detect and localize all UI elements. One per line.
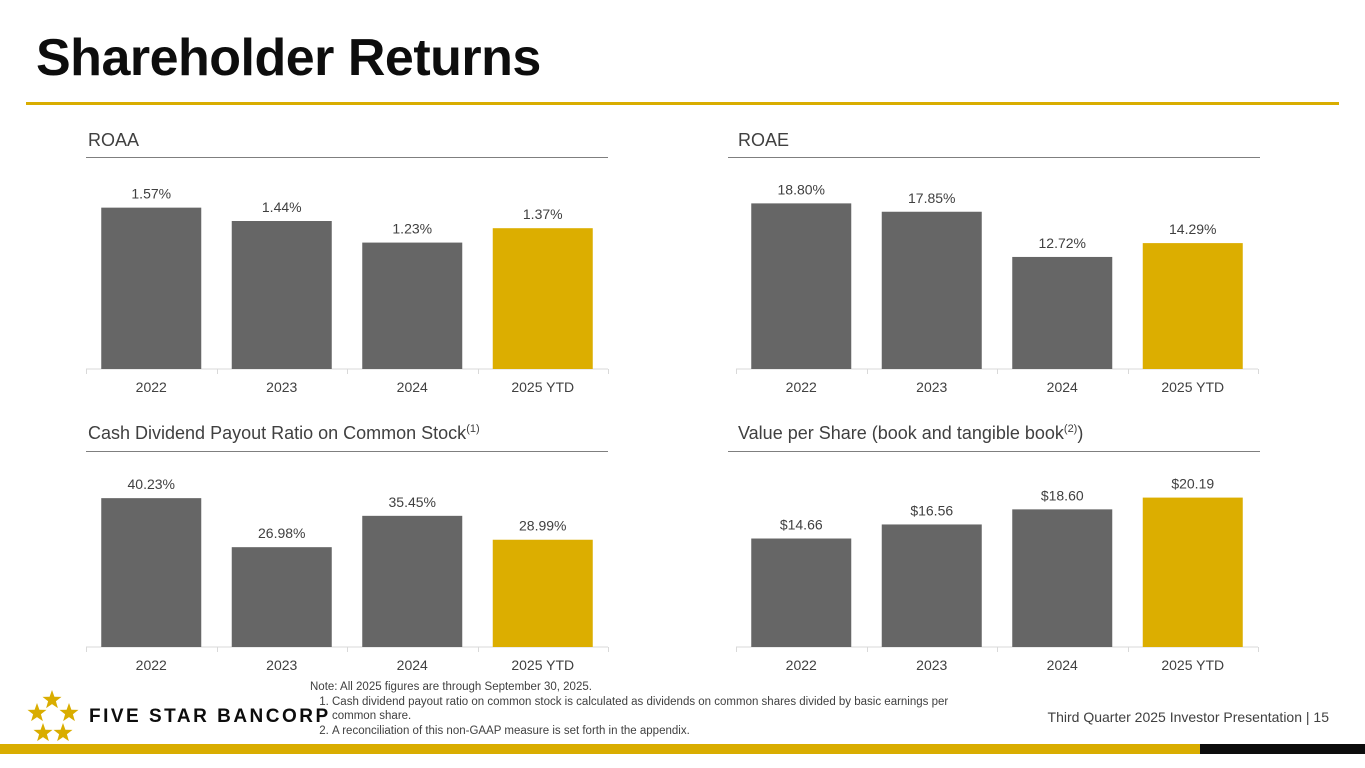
bar (492, 228, 593, 369)
data-label: $14.66 (780, 517, 823, 533)
data-label: 28.99% (519, 518, 566, 534)
data-label: $20.19 (1171, 476, 1214, 492)
data-label: 35.45% (389, 494, 436, 510)
bar (101, 207, 202, 369)
footer: Third Quarter 2025 Investor Presentation… (1048, 709, 1329, 725)
bar (231, 221, 332, 369)
bottom-dark-bar (1200, 744, 1365, 754)
x-tick-label: 2022 (136, 379, 167, 395)
presentation-name: Third Quarter 2025 Investor Presentation… (1047, 709, 1310, 725)
bar (1142, 243, 1243, 369)
x-tick-label: 2025 YTD (1161, 657, 1224, 673)
chart-title-rule (728, 451, 1260, 452)
x-tick-label: 2023 (916, 379, 947, 395)
bar (1012, 509, 1113, 647)
x-tick-label: 2025 YTD (511, 657, 574, 673)
x-tick-label: 2025 YTD (1161, 379, 1224, 395)
bar (1142, 497, 1243, 647)
x-tick-label: 2023 (266, 379, 297, 395)
roaa-bar-chart: 1.57% 2022 1.44% 2023 1.23% 2024 1.37% 2025 YTD (86, 186, 609, 395)
x-tick-label: 2025 YTD (511, 379, 574, 395)
bar (751, 203, 852, 369)
data-label: 26.98% (258, 525, 305, 541)
x-tick-label: 2022 (136, 657, 167, 673)
footnote-2: A reconciliation of this non-GAAP measur… (332, 724, 960, 739)
data-label: $16.56 (910, 502, 953, 518)
star-icon (27, 703, 47, 722)
chart-title-rule (86, 451, 608, 452)
x-tick-label: 2024 (397, 379, 428, 395)
chart-title-roae: ROAE (738, 130, 790, 150)
data-label: 1.44% (262, 199, 302, 215)
page-number: 15 (1313, 709, 1329, 725)
x-tick-label: 2024 (397, 657, 428, 673)
bar (362, 242, 463, 369)
bar (881, 211, 982, 369)
chart-title-dividend-payout: Cash Dividend Payout Ratio on Common Sto… (88, 423, 480, 443)
data-label: 1.57% (131, 186, 171, 202)
chart-title-value-per-share: Value per Share (book and tangible book(… (738, 423, 1084, 443)
logo-wordmark: FIVE STAR BANCORP (89, 706, 331, 727)
chart-title-rule (86, 157, 608, 158)
page-title: Shareholder Returns (36, 29, 541, 87)
title-underline (26, 102, 1339, 105)
x-tick-label: 2024 (1047, 657, 1078, 673)
x-tick-label: 2024 (1047, 379, 1078, 395)
data-label: 12.72% (1039, 235, 1086, 251)
data-label: 18.80% (778, 181, 825, 197)
data-label: 1.23% (392, 221, 432, 237)
bar (362, 515, 463, 647)
x-tick-label: 2022 (786, 657, 817, 673)
five-star-logo (27, 690, 79, 742)
x-tick-label: 2023 (916, 657, 947, 673)
star-icon (59, 703, 79, 722)
bottom-accent-bar (0, 744, 1200, 754)
dividend-payout-bar-chart: 40.23% 2022 26.98% 2023 35.45% 2024 28.99% 2025… (86, 476, 609, 673)
data-label: 40.23% (128, 476, 175, 492)
x-tick-label: 2023 (266, 657, 297, 673)
star-icon (53, 723, 73, 742)
bar (101, 498, 202, 647)
bar (1012, 256, 1113, 369)
bar (492, 539, 593, 647)
value-per-share-bar-chart: $14.66 2022 $16.56 2023 $18.60 2024 $20.19 2025… (736, 476, 1259, 673)
bar (881, 524, 982, 647)
footnote-intro: Note: All 2025 figures are through Septe… (310, 681, 592, 693)
footnote-1: Cash dividend payout ratio on common sto… (332, 695, 960, 724)
roae-bar-chart: 18.80% 2022 17.85% 2023 12.72% 2024 14.29% 2025… (736, 181, 1259, 395)
data-label: 14.29% (1169, 221, 1216, 237)
bar (751, 538, 852, 647)
bar (231, 547, 332, 647)
data-label: 1.37% (523, 206, 563, 222)
data-label: $18.60 (1041, 487, 1084, 503)
chart-title-rule (728, 157, 1260, 158)
star-icon (42, 690, 62, 709)
star-icon (33, 723, 53, 742)
x-tick-label: 2022 (786, 379, 817, 395)
chart-title-roaa: ROAA (88, 130, 140, 150)
data-label: 17.85% (908, 190, 955, 206)
footnotes: Note: All 2025 figures are through Septe… (310, 680, 960, 738)
